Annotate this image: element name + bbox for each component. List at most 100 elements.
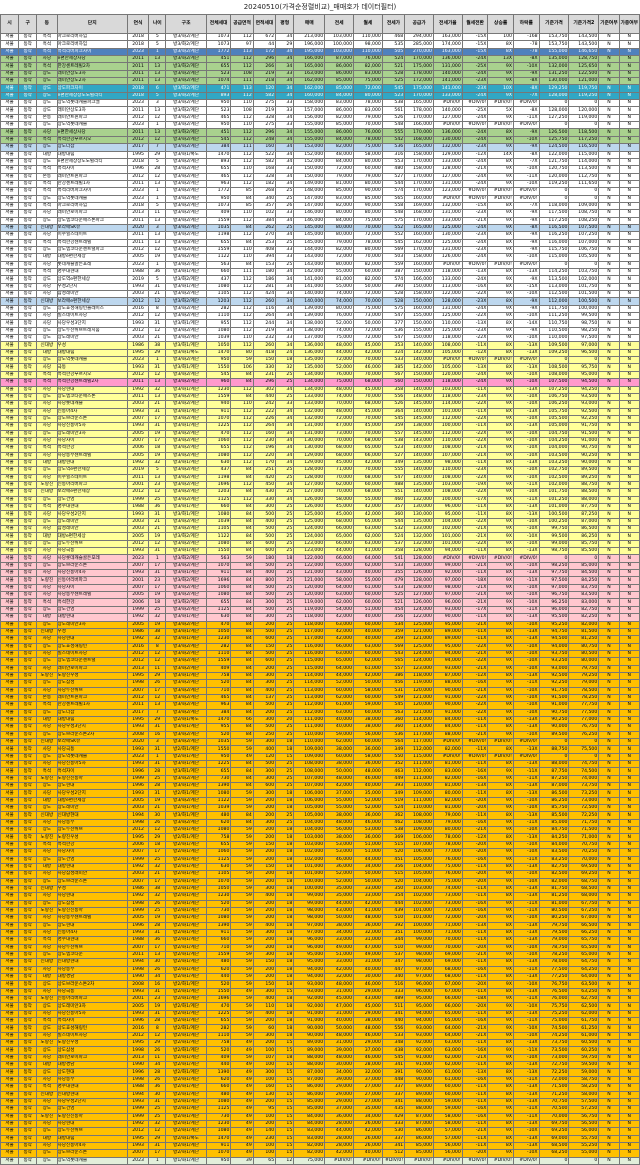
table-cell[interactable]: 25 <box>275 591 295 600</box>
table-cell[interactable]: -11X <box>461 928 489 938</box>
table-cell[interactable]: -10X <box>512 473 540 482</box>
table-cell[interactable]: 69,000 <box>432 950 463 960</box>
table-cell[interactable]: 노량진 <box>36 576 58 585</box>
table-cell[interactable]: 1080 <box>205 326 232 336</box>
table-cell[interactable]: -13X <box>512 422 540 431</box>
table-cell[interactable]: 동작 <box>18 1075 38 1085</box>
table-cell[interactable]: N <box>618 157 640 167</box>
table-cell[interactable]: 81,750 <box>538 884 570 894</box>
table-cell[interactable]: 114,000 <box>568 157 600 167</box>
table-cell[interactable]: 서울 <box>0 627 20 637</box>
table-cell[interactable]: 93,000 <box>293 987 326 997</box>
table-cell[interactable]: 400 <box>252 1009 277 1019</box>
table-cell[interactable]: 34,000 <box>324 1068 354 1077</box>
table-cell[interactable]: 710 <box>205 943 232 952</box>
table-cell[interactable]: 25 <box>275 598 295 607</box>
table-cell[interactable]: 25 <box>275 583 295 593</box>
table-cell[interactable]: 서울 <box>0 106 20 115</box>
table-cell[interactable]: 143,500 <box>568 32 600 42</box>
table-cell[interactable]: 85,500 <box>568 547 600 556</box>
table-cell[interactable]: 동작 <box>18 906 38 916</box>
table-cell[interactable]: 75,000 <box>353 77 383 86</box>
table-cell[interactable]: 8X <box>487 921 514 930</box>
table-cell[interactable]: 9X <box>487 826 514 835</box>
table-cell[interactable]: -9X <box>512 326 540 336</box>
table-cell[interactable]: 111,750 <box>538 304 570 314</box>
table-cell[interactable]: 525 <box>381 591 406 600</box>
table-cell[interactable]: 동작 <box>18 818 38 828</box>
table-cell[interactable]: 상도 <box>36 561 58 571</box>
table-row[interactable]: 서울 동작 상도 e편한세상상도노빌리티 2018 5 방3/화2/계단 893 112 582 3… <box>0 157 640 167</box>
table-cell[interactable]: N <box>618 275 640 284</box>
table-cell[interactable]: -11X <box>512 480 540 490</box>
table-cell[interactable]: 34 <box>275 135 295 145</box>
table-cell[interactable]: N <box>598 392 620 402</box>
table-cell[interactable]: 158,000 <box>404 165 434 174</box>
table-cell[interactable]: N <box>618 466 640 475</box>
table-cell[interactable]: N <box>598 811 620 820</box>
table-cell[interactable]: -11X <box>461 936 489 945</box>
table-cell[interactable]: 9X <box>487 444 514 453</box>
table-cell[interactable]: 서울 <box>0 312 20 321</box>
table-row[interactable]: 서울 동작 대방 대방경남 1990 34 방2/화1/계단 440 59 200 18 94,000… <box>0 972 640 982</box>
table-cell[interactable]: 545 <box>205 135 232 145</box>
table-cell[interactable]: 94,000 <box>293 965 326 975</box>
table-cell[interactable]: -13X <box>512 510 540 519</box>
table-cell[interactable]: 30 <box>148 958 167 967</box>
table-cell[interactable]: N <box>618 1053 640 1063</box>
table-cell[interactable]: 470 <box>205 429 232 438</box>
table-cell[interactable]: 70,000 <box>353 370 383 380</box>
table-cell[interactable]: 80,000 <box>353 157 383 167</box>
table-cell[interactable]: 6 <box>148 84 167 93</box>
table-cell[interactable]: 112 <box>230 135 254 145</box>
table-cell[interactable]: 174,000 <box>432 40 463 49</box>
table-cell[interactable]: 230 <box>252 1134 277 1143</box>
table-cell[interactable]: 141,000 <box>293 282 326 292</box>
table-cell[interactable]: 1070 <box>205 414 232 424</box>
table-cell[interactable]: 0 <box>538 1156 570 1165</box>
table-cell[interactable]: 170,000 <box>404 245 434 255</box>
table-cell[interactable]: 7 <box>148 143 167 152</box>
table-cell[interactable]: 84 <box>230 591 254 600</box>
table-cell[interactable]: 264 <box>252 422 277 431</box>
table-cell[interactable]: 18 <box>275 737 295 747</box>
table-cell[interactable]: 92,500 <box>538 671 570 681</box>
table-cell[interactable]: 12 <box>148 113 167 123</box>
table-cell[interactable]: N <box>598 958 620 967</box>
table-cell[interactable]: 방3/화1/복도 <box>165 150 207 159</box>
table-cell[interactable]: 흑석자이 <box>56 767 128 776</box>
table-cell[interactable]: N <box>598 429 620 438</box>
table-cell[interactable]: 15 <box>275 1061 295 1070</box>
table-cell[interactable]: 동작 <box>18 532 38 541</box>
table-cell[interactable]: 547 <box>381 312 406 321</box>
table-cell[interactable]: -9X <box>512 69 540 79</box>
column-header[interactable]: 전세가율 <box>432 14 463 34</box>
table-cell[interactable]: -24X <box>461 172 489 181</box>
table-cell[interactable]: 553 <box>381 157 406 167</box>
table-cell[interactable]: 61,000 <box>568 1031 600 1041</box>
table-cell[interactable]: 상도 <box>36 877 58 886</box>
table-cell[interactable]: 348 <box>381 1039 406 1048</box>
table-cell[interactable]: 32,000 <box>353 928 383 938</box>
table-cell[interactable]: 101,000 <box>538 502 570 512</box>
table-cell[interactable]: 흑석한강센트레빌2차 <box>56 378 128 387</box>
table-cell[interactable]: 동작 <box>18 231 38 240</box>
table-cell[interactable]: 34 <box>275 157 295 167</box>
table-cell[interactable]: 200 <box>252 664 277 673</box>
table-cell[interactable]: 140,000 <box>404 356 434 365</box>
table-cell[interactable]: N <box>598 400 620 409</box>
table-cell[interactable]: 91,000 <box>432 693 463 703</box>
table-cell[interactable]: 60,000 <box>353 620 383 629</box>
table-cell[interactable]: 108,250 <box>568 216 600 225</box>
table-cell[interactable]: -11X <box>461 1083 489 1092</box>
table-cell[interactable]: 서울 <box>0 723 20 732</box>
table-cell[interactable]: N <box>598 495 620 505</box>
table-row[interactable]: 서울 동작 상도 상도두산위브트레지움 2012 12 방3/화2/계단 1080 112 219… <box>0 326 640 336</box>
table-cell[interactable]: 545 <box>381 84 406 93</box>
table-cell[interactable]: 노량진 <box>36 1112 58 1121</box>
table-cell[interactable]: 87,000 <box>293 1068 326 1077</box>
table-cell[interactable]: 170,000 <box>404 179 434 189</box>
table-cell[interactable]: 119,250 <box>568 91 600 101</box>
table-cell[interactable]: N <box>618 216 640 225</box>
table-cell[interactable]: 58,000 <box>568 1090 600 1099</box>
